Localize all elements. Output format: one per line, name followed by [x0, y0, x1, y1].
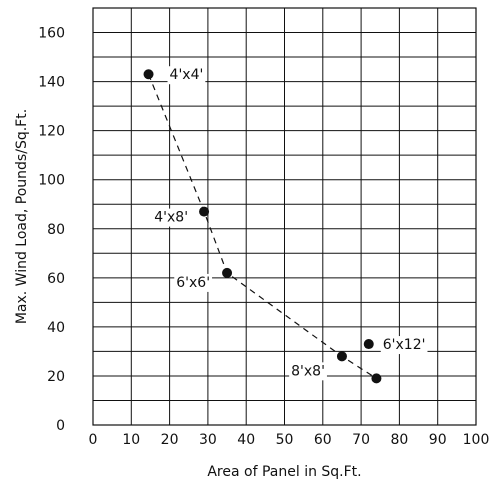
x-tick-label: 90	[429, 432, 447, 448]
x-tick-label: 60	[314, 432, 332, 448]
data-point	[143, 69, 154, 80]
x-tick-label: 20	[161, 432, 179, 448]
point-label-background	[380, 336, 428, 355]
x-axis-title: Area of Panel in Sq.Ft.	[207, 464, 361, 480]
ticks-group: 0 10 20 30 40 50 60 70 80 90 100 0 20 40 60 80 100 120 140…	[38, 26, 489, 448]
point-label: 4'x8'	[154, 210, 188, 226]
data-point	[222, 267, 233, 278]
y-tick-label: 0	[56, 418, 65, 434]
y-tick-label: 60	[47, 271, 65, 287]
labels-group: 4'x4' 4'x8' 6'x6' 8'x8' 6'x12'	[152, 66, 428, 381]
x-tick-label: 10	[122, 432, 140, 448]
point-label: 8'x8'	[291, 363, 325, 379]
x-tick-label: 0	[89, 432, 98, 448]
y-tick-label: 40	[47, 320, 65, 336]
y-tick-label: 100	[38, 173, 65, 189]
plot-frame	[92, 7, 477, 426]
point-label: 6'x12'	[383, 337, 426, 353]
data-point	[336, 351, 347, 362]
x-tick-label: 80	[390, 432, 408, 448]
y-tick-label: 160	[38, 26, 65, 42]
point-label-background	[167, 66, 206, 85]
point-label: 4'x4'	[170, 67, 204, 83]
point-label-background	[152, 208, 191, 227]
points-group	[143, 69, 382, 384]
x-tick-label: 100	[463, 432, 490, 448]
data-point	[199, 206, 210, 217]
data-point	[363, 339, 374, 350]
point-label-background	[289, 362, 327, 381]
x-tick-label: 30	[199, 432, 217, 448]
point-label: 6'x6'	[176, 275, 210, 291]
y-tick-label: 20	[47, 369, 65, 385]
x-tick-label: 50	[276, 432, 294, 448]
data-point	[371, 373, 382, 384]
y-tick-label: 140	[38, 75, 65, 91]
x-tick-label: 70	[352, 432, 370, 448]
y-tick-label: 80	[47, 222, 65, 238]
x-tick-label: 40	[237, 432, 255, 448]
point-label-background	[174, 273, 213, 292]
y-axis-title: Max. Wind Load, Pounds/Sq.Ft.	[14, 109, 30, 324]
y-tick-label: 120	[38, 124, 65, 140]
